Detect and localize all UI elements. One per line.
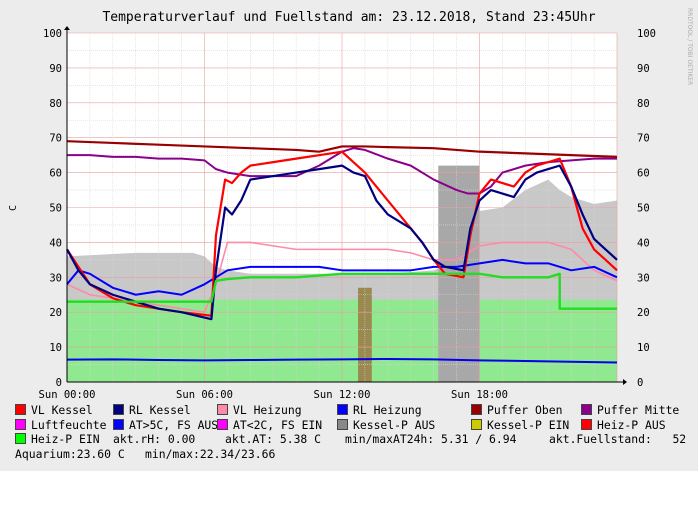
rrd-graph: { "chart_data": { "type": "line", "title… — [0, 0, 698, 471]
x-tick-label: Sun 18:00 — [451, 389, 508, 401]
y-tick-label-left: 20 — [49, 307, 62, 319]
legend-item: Puffer Mitte — [581, 403, 679, 418]
legend-label: Heiz-P EIN — [31, 432, 100, 446]
legend-item: AT<2C, FS EIN — [217, 418, 322, 433]
legend-item: RL Heizung — [337, 403, 422, 418]
y-tick-label-left: 10 — [49, 342, 62, 354]
legend-label: Kessel-P AUS — [353, 417, 436, 432]
legend-item: Kessel-P EIN — [471, 418, 569, 433]
legend-item: Puffer Oben — [471, 403, 562, 418]
y-axis-arrow — [64, 26, 70, 30]
stat-aquarium: Aquarium:23.60 C — [15, 446, 125, 461]
y-tick-label-right: 30 — [637, 272, 650, 284]
y-tick-label-left: 70 — [49, 133, 62, 145]
legend-swatch — [217, 418, 228, 430]
series-rl-kessel-line — [66, 164, 618, 321]
y-tick-label-right: 10 — [637, 342, 650, 354]
legend-swatch — [15, 433, 26, 444]
legend-label: RL Kessel — [129, 403, 191, 417]
y-tick-label-right: 100 — [637, 28, 656, 40]
y-tick-label-left: 60 — [49, 168, 62, 180]
legend-item: AT>5C, FS AUS — [113, 418, 218, 433]
legend-item: VL Kessel — [15, 403, 93, 418]
chart-title: Temperaturverlauf und Fuellstand am: 23.… — [102, 10, 595, 25]
series-vl-heizung-line — [66, 241, 618, 313]
series-blue-bottom-line — [66, 357, 618, 364]
legend-swatch — [581, 418, 592, 430]
y-tick-label-left: 40 — [49, 237, 62, 249]
legend-swatch — [217, 404, 228, 415]
series-puffer-oben-line — [66, 140, 618, 158]
legend-label: VL Kessel — [31, 403, 93, 417]
legend-swatch — [15, 418, 26, 430]
series-heiz-p-ein-line — [67, 272, 617, 310]
y-tick-label-right: 20 — [637, 307, 650, 319]
x-tick-label: Sun 12:00 — [314, 389, 371, 401]
stat-fuellstand: akt.Fuellstand: 52 — [549, 432, 687, 446]
legend-label: Luftfeuchte — [31, 417, 107, 432]
legend-label: Kessel-P EIN — [487, 417, 570, 432]
series-vl-kessel-line — [66, 150, 618, 317]
y-tick-label-left: 50 — [49, 203, 62, 215]
legend-swatch — [337, 418, 348, 430]
legend-row-1: VL Kessel RL Kessel VL Heizung RL Heizung Pu… — [15, 403, 698, 418]
legend-label: Puffer Oben — [487, 403, 563, 417]
legend-swatch — [337, 404, 348, 415]
legend-label: Heiz-P AUS — [597, 417, 666, 432]
y-tick-label-right: 0 — [637, 377, 643, 389]
legend-label: AT<2C, FS EIN — [233, 417, 323, 432]
stat-aquarium-minmax: min/max:22.34/23.66 — [145, 446, 276, 461]
legend-item: RL Kessel — [113, 403, 191, 418]
legend-label: AT>5C, FS AUS — [129, 417, 219, 432]
y-tick-label-left: 30 — [49, 272, 62, 284]
legend-swatch — [15, 404, 26, 415]
line-layer — [66, 140, 618, 364]
legend-label: Puffer Mitte — [597, 403, 680, 417]
legend-swatch — [581, 404, 592, 415]
y-tick-label-left: 90 — [49, 63, 62, 75]
y-axis-label: C — [8, 205, 19, 211]
y-tick-label-right: 70 — [637, 133, 650, 145]
legend-swatch — [471, 418, 482, 430]
y-tick-label-right: 50 — [637, 203, 650, 215]
legend-label: VL Heizung — [233, 403, 302, 417]
chart-canvas: Temperaturverlauf und Fuellstand am: 23.… — [8, 8, 693, 401]
legend-item: Heiz-P EIN — [15, 432, 100, 447]
x-tick-label: Sun 00:00 — [39, 389, 96, 401]
x-tick-label: Sun 06:00 — [176, 389, 233, 401]
legend-item: VL Heizung — [217, 403, 302, 418]
legend-item: Kessel-P AUS — [337, 418, 435, 433]
axes-layer: 0 0 10 10 20 20 30 30 40 40 50 50 60 60 70 70 80 80 90 90 10… — [39, 26, 656, 401]
x-axis-arrow — [623, 379, 627, 385]
legend: VL Kessel RL Kessel VL Heizung RL Heizung Pu… — [15, 403, 698, 461]
y-tick-label-right: 80 — [637, 98, 650, 110]
legend-item: Luftfeuchte — [15, 418, 106, 433]
y-tick-label-right: 90 — [637, 63, 650, 75]
legend-swatch — [471, 404, 482, 415]
y-tick-label-left: 0 — [56, 377, 62, 389]
stat-at: akt.AT: 5.38 C — [225, 432, 322, 446]
legend-row-3: Heiz-P EIN akt.rH: 0.00 akt.AT: 5.38 C min/… — [15, 432, 698, 447]
legend-row-2: Luftfeuchte AT>5C, FS AUS AT<2C, FS EIN Kes… — [15, 418, 698, 433]
legend-swatch — [113, 404, 124, 415]
legend-item: Heiz-P AUS — [581, 418, 666, 433]
legend-row-4: Aquarium:23.60 C min/max:22.34/23.66 — [15, 447, 698, 462]
watermark: RRDTOOL / TOBI OETIKER — [686, 8, 693, 85]
legend-label: RL Heizung — [353, 403, 422, 417]
stat-minmax24: min/maxAT24h: 5.31 / 6.94 — [345, 432, 517, 446]
y-tick-label-right: 40 — [637, 237, 650, 249]
stat-rh: akt.rH: 0.00 — [113, 432, 196, 446]
series-rl-heizung-line — [66, 258, 618, 296]
y-tick-label-left: 100 — [43, 28, 62, 40]
series-puffer-mitte-line — [67, 147, 617, 195]
legend-swatch — [113, 418, 124, 430]
y-tick-label-left: 80 — [49, 98, 62, 110]
y-tick-label-right: 60 — [637, 168, 650, 180]
